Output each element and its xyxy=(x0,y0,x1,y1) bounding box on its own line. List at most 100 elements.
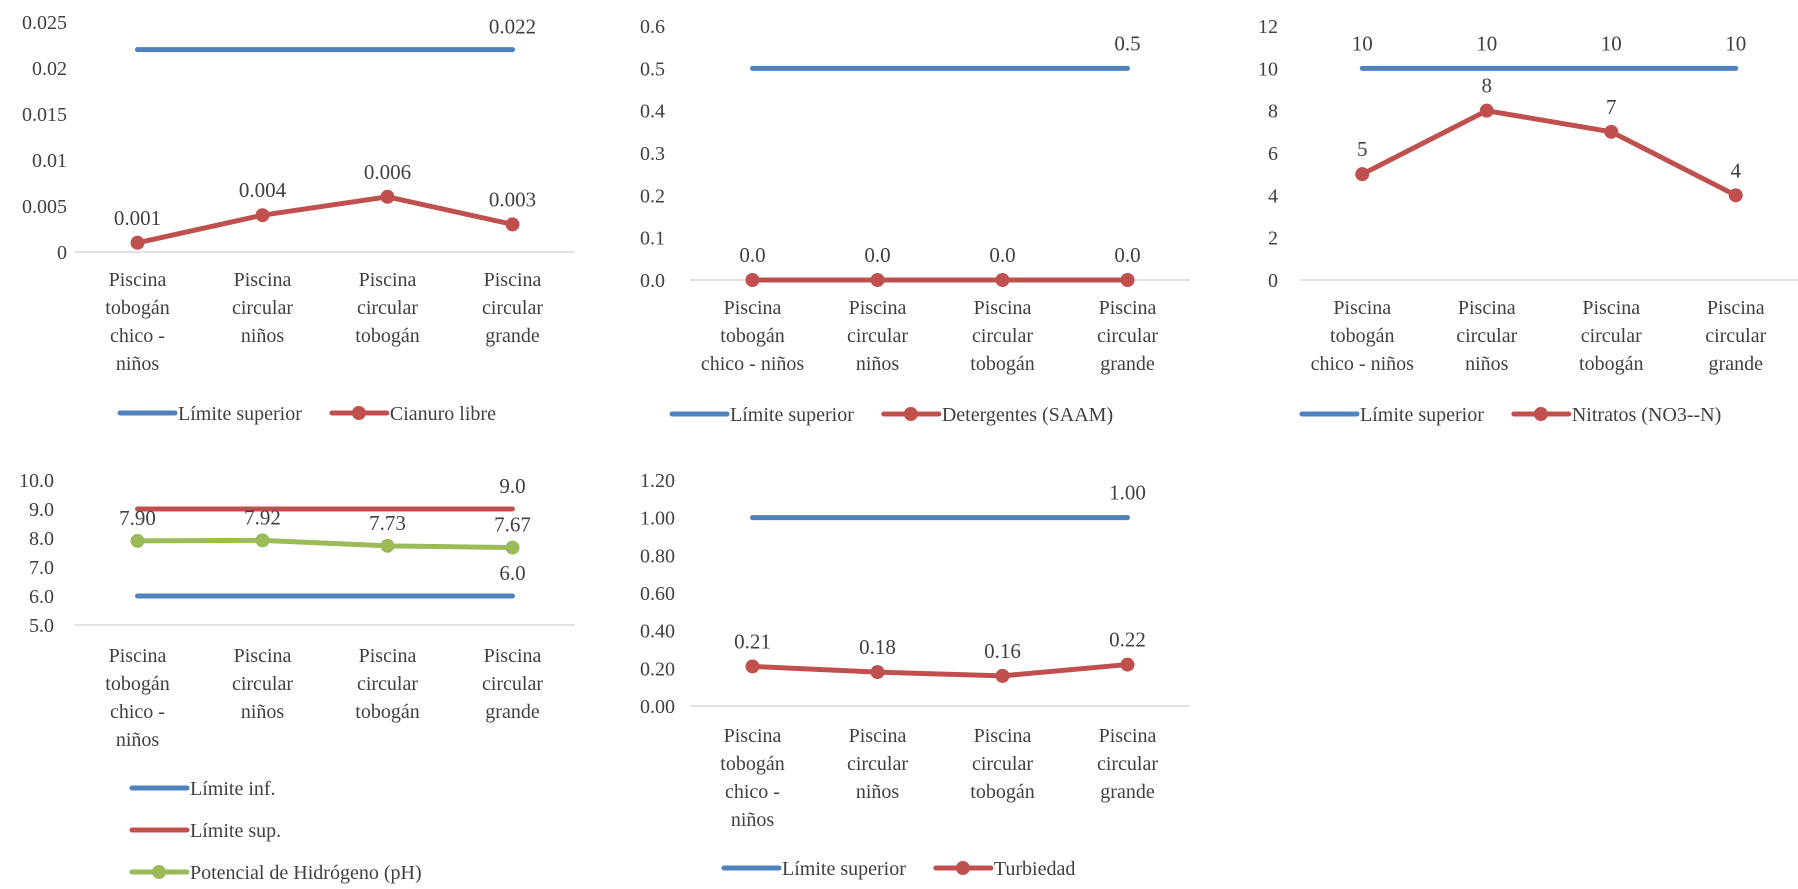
data-label: 10 xyxy=(1725,31,1746,55)
category-label-line: circular xyxy=(232,673,293,695)
category-label: Piscina tobogán chico - niños xyxy=(105,645,169,751)
legend-marker xyxy=(351,406,366,420)
data-point xyxy=(995,273,1010,287)
y-tick-label: 0.5 xyxy=(640,58,665,80)
category-label-line: circular xyxy=(357,297,418,319)
y-tick-label: 0 xyxy=(1268,270,1278,292)
legend-label: Cianuro libre xyxy=(390,403,496,425)
category-label-line: circular xyxy=(972,753,1033,775)
data-label: 10 xyxy=(1352,31,1373,55)
data-label: 0.001 xyxy=(114,206,161,230)
category-label-line: circular xyxy=(1581,325,1642,347)
category-label: Piscina circular tobogán xyxy=(970,725,1034,803)
category-label-line: niños xyxy=(1465,353,1509,375)
legend-marker xyxy=(955,861,970,875)
category-label-line: Piscina xyxy=(849,297,907,319)
data-label: 0.16 xyxy=(984,639,1021,663)
category-label-line: chico - xyxy=(725,781,780,803)
category-label-line: circular xyxy=(1097,325,1158,347)
y-tick-label: 4 xyxy=(1268,185,1278,207)
category-label-line: niños xyxy=(856,781,900,803)
y-tick-label: 0.015 xyxy=(22,104,67,126)
category-label-line: tobogán xyxy=(970,781,1034,803)
data-label: 10 xyxy=(1601,31,1622,55)
y-tick-label: 0 xyxy=(57,242,67,264)
data-label: 6.0 xyxy=(499,561,525,585)
series-line xyxy=(135,194,515,246)
data-point xyxy=(130,235,145,250)
y-tick-label: 0.2 xyxy=(640,185,665,207)
legend-marker xyxy=(903,407,918,421)
data-label: 10 xyxy=(1476,31,1497,55)
category-label-line: Piscina xyxy=(724,725,782,747)
data-label: 1.00 xyxy=(1109,481,1146,505)
category-label: Piscina circular niños xyxy=(847,725,908,803)
data-label: 0.0 xyxy=(864,243,890,267)
category-label-line: circular xyxy=(357,673,418,695)
category-label-line: niños xyxy=(731,809,775,831)
data-label: 7.90 xyxy=(119,506,156,530)
data-label: 7.67 xyxy=(494,513,531,537)
y-tick-label: 0.3 xyxy=(640,143,665,165)
y-tick-label: 8 xyxy=(1268,101,1278,123)
y-tick-label: 0.4 xyxy=(640,101,665,123)
data-label: 0.003 xyxy=(489,187,536,211)
category-label: Piscina circular niños xyxy=(847,297,908,375)
legend-marker xyxy=(1533,407,1548,421)
data-point xyxy=(380,538,395,553)
category-label: Piscina tobogán chico - niños xyxy=(1311,297,1415,375)
category-label: Piscina tobogán chico - niños xyxy=(720,725,784,831)
y-tick-label: 0.40 xyxy=(640,621,675,643)
category-label-line: Piscina xyxy=(1458,297,1516,319)
category-label-line: tobogán xyxy=(1330,325,1394,347)
data-label: 0.0 xyxy=(989,243,1015,267)
legend-label: Turbiedad xyxy=(994,858,1075,880)
legend-label: Detergentes (SAAM) xyxy=(942,404,1113,426)
category-label-line: Piscina xyxy=(109,645,167,667)
category-label-line: tobogán xyxy=(105,297,169,319)
data-label: 0.006 xyxy=(364,160,411,184)
category-label-line: tobogán xyxy=(720,753,784,775)
legend-label: Potencial de Hidrógeno (pH) xyxy=(190,862,422,884)
y-tick-label: 0.0 xyxy=(640,270,665,292)
y-tick-label: 0.025 xyxy=(22,12,67,34)
category-label: Piscina tobogán chico - niños xyxy=(701,297,805,375)
y-tick-label: 2 xyxy=(1268,228,1278,250)
category-label-line: circular xyxy=(1097,753,1158,775)
data-point xyxy=(505,540,520,555)
category-label-line: niños xyxy=(241,325,285,347)
category-label: Piscina circular grande xyxy=(1097,297,1158,375)
data-point xyxy=(870,273,885,287)
data-point xyxy=(745,273,760,287)
y-tick-label: 1.20 xyxy=(640,470,675,492)
category-label-line: circular xyxy=(847,753,908,775)
data-label: 7.73 xyxy=(369,511,406,535)
category-label-line: Piscina xyxy=(849,725,907,747)
category-label: Piscina tobogán chico - niños xyxy=(105,269,169,375)
y-tick-label: 5.0 xyxy=(29,615,54,637)
data-label: 0.022 xyxy=(489,15,536,39)
y-tick-label: 0.6 xyxy=(640,16,665,38)
data-label: 0.22 xyxy=(1109,628,1146,652)
data-label: 0.0 xyxy=(739,243,765,267)
y-tick-label: 0.20 xyxy=(640,658,675,680)
category-label-line: grande xyxy=(1100,781,1155,803)
y-tick-label: 0.02 xyxy=(32,58,67,80)
category-label: Piscina circular niños xyxy=(232,269,293,347)
series-line xyxy=(135,537,515,551)
chart-4: 10.0 9.0 8.0 7.0 6.0 5.0 Piscina tobogán chico -… xyxy=(19,470,575,884)
category-label-line: Piscina xyxy=(1707,297,1765,319)
data-label: 5 xyxy=(1357,137,1368,161)
category-label-line: Piscina xyxy=(359,645,417,667)
category-label-line: Piscina xyxy=(234,645,292,667)
category-label: Piscina circular tobogán xyxy=(355,269,419,347)
data-point xyxy=(255,208,270,223)
category-label: Piscina circular grande xyxy=(482,269,543,347)
data-point xyxy=(380,189,395,204)
legend-label: Límite sup. xyxy=(190,820,281,842)
data-point xyxy=(995,668,1010,683)
data-point xyxy=(1120,657,1135,672)
category-label-line: Piscina xyxy=(359,269,417,291)
legend-marker xyxy=(152,865,166,879)
